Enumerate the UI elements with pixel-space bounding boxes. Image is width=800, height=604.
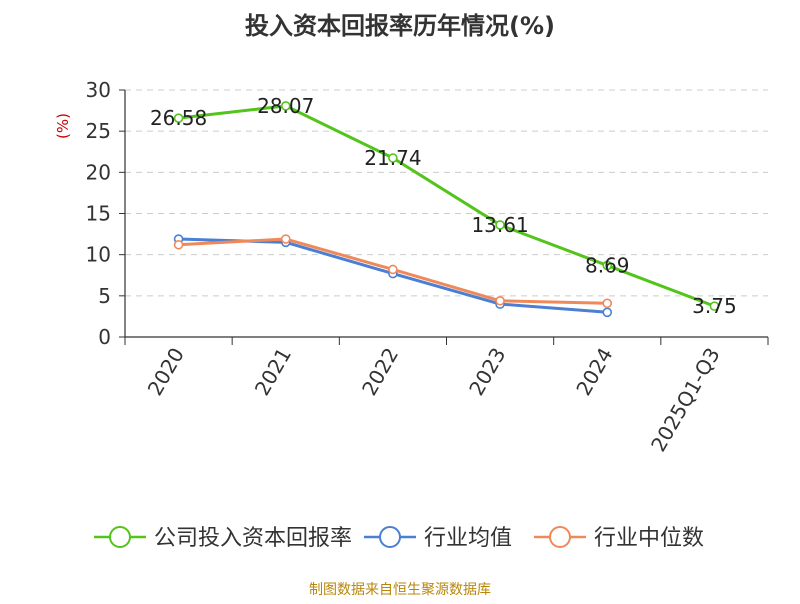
y-tick-label: 20 — [86, 160, 111, 184]
y-axis-label: (%) — [54, 113, 72, 139]
y-tick-label: 30 — [86, 78, 111, 102]
axes: 0 5 10 15 20 25 30 2020 2021 2022 2023 2024 2025Q1-Q… — [86, 78, 769, 456]
legend-item[interactable]: 公司投入资本回报率 — [94, 526, 352, 551]
legend-label: 行业中位数 — [594, 526, 704, 551]
chart-title: 投入资本回报率历年情况(%) — [245, 12, 555, 40]
data-point — [495, 220, 505, 230]
legend-label: 行业均值 — [424, 526, 512, 551]
x-tick-label: 2023 — [464, 344, 510, 400]
y-tick-label: 15 — [86, 202, 111, 226]
data-label: 26.58 — [150, 106, 207, 130]
legend[interactable]: 公司投入资本回报率 行业均值 行业中位数 — [94, 526, 704, 551]
legend-swatch-marker — [109, 526, 131, 548]
data-point — [602, 298, 613, 309]
x-tick-label: 2020 — [143, 344, 189, 400]
x-tick-label: 2025Q1-Q3 — [646, 344, 725, 456]
data-point — [602, 307, 613, 318]
data-point — [280, 101, 291, 111]
data-label: 8.69 — [585, 253, 630, 277]
legend-swatch-marker — [549, 526, 571, 548]
y-tick-label: 0 — [98, 325, 111, 349]
data-point — [495, 295, 505, 306]
data-point — [602, 260, 613, 271]
data-label: 13.61 — [471, 213, 528, 237]
x-tick-label: 2024 — [571, 344, 617, 400]
data-label: 28.07 — [257, 94, 314, 118]
y-tick-label: 10 — [86, 243, 111, 267]
data-point — [388, 264, 398, 275]
data-point — [173, 113, 184, 123]
data-label: 21.74 — [364, 146, 421, 170]
series-layer — [173, 101, 720, 318]
y-tick-label: 5 — [98, 284, 111, 308]
data-point — [280, 234, 291, 244]
data-point — [173, 239, 184, 250]
data-labels: 26.58 28.07 21.74 13.61 8.69 3.75 — [150, 94, 737, 318]
legend-item[interactable]: 行业中位数 — [534, 526, 704, 551]
legend-label: 公司投入资本回报率 — [154, 526, 352, 551]
series-line — [178, 104, 715, 308]
data-point — [388, 153, 398, 163]
legend-swatch-marker — [379, 526, 401, 548]
source-note: 制图数据来自恒生聚源数据库 — [309, 582, 491, 598]
data-point — [709, 301, 720, 311]
legend-item[interactable]: 行业均值 — [364, 526, 512, 551]
grid-lines — [125, 89, 768, 297]
y-tick-label: 25 — [86, 119, 111, 143]
data-label: 3.75 — [692, 294, 737, 318]
x-tick-label: 2021 — [250, 344, 296, 400]
x-tick-label: 2022 — [357, 344, 403, 400]
